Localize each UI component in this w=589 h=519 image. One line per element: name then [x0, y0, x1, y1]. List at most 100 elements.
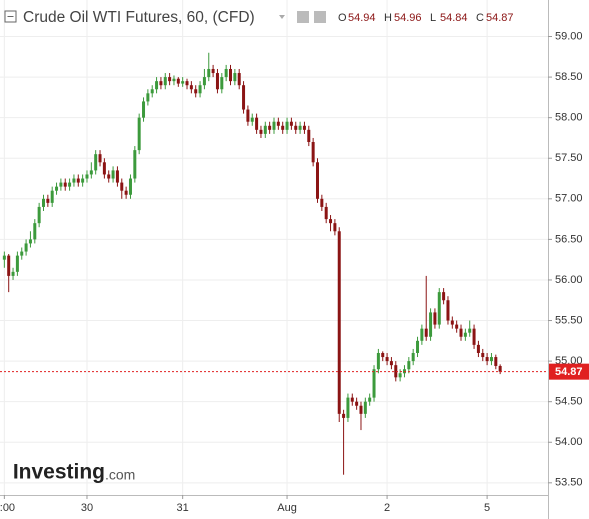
- candle-body: [168, 77, 172, 82]
- candle-body: [181, 81, 185, 84]
- candle-body: [202, 77, 206, 86]
- candle-body: [20, 251, 24, 256]
- settings-icon[interactable]: [314, 11, 326, 23]
- dropdown-icon[interactable]: [279, 15, 285, 19]
- candle-body: [289, 121, 293, 126]
- candle-body: [259, 129, 263, 134]
- candle-body: [372, 369, 376, 398]
- candle-body: [407, 361, 411, 370]
- candle-body: [263, 125, 267, 134]
- candle-body: [468, 328, 472, 333]
- ohlc-value: 54.84: [440, 12, 468, 24]
- candle-body: [424, 328, 428, 337]
- y-tick-label: 53.50: [555, 477, 583, 489]
- candle-body: [28, 239, 32, 244]
- x-tick-label: 30: [81, 502, 93, 514]
- candle-body: [33, 223, 37, 240]
- candle-body: [41, 198, 45, 207]
- y-tick-label: 59.00: [555, 30, 583, 42]
- candle-body: [311, 142, 315, 163]
- candle-body: [159, 81, 163, 86]
- ohlc-value: 54.87: [486, 12, 514, 24]
- y-tick-label: 58.00: [555, 112, 583, 124]
- ohlc-value: 54.96: [394, 12, 422, 24]
- candle-body: [481, 352, 485, 358]
- x-tick-label: 2: [384, 502, 390, 514]
- candle-body: [72, 178, 76, 183]
- candle-body: [120, 182, 124, 191]
- collapse-icon[interactable]: [4, 10, 17, 23]
- candle-body: [2, 255, 6, 260]
- ohlc-key: H: [384, 12, 392, 24]
- candle-body: [68, 182, 72, 187]
- ohlc-value: 54.94: [348, 12, 376, 24]
- x-tick-label: Aug: [277, 502, 297, 514]
- candle-body: [446, 300, 450, 321]
- candle-body: [194, 89, 198, 94]
- chart-title: Crude Oil WTI Futures, 60, (CFD): [23, 9, 255, 26]
- y-tick-label: 58.50: [555, 71, 583, 83]
- candle-body: [98, 154, 102, 163]
- candle-body: [376, 352, 380, 370]
- candle-body: [24, 243, 28, 252]
- candle-body: [429, 312, 433, 337]
- candle-body: [268, 125, 272, 130]
- candle-body: [342, 413, 346, 418]
- candle-body: [59, 182, 63, 187]
- candle-body: [115, 170, 119, 183]
- candle-body: [107, 174, 111, 179]
- candle-body: [37, 206, 41, 224]
- candle-body: [15, 255, 19, 272]
- candle-body: [411, 352, 415, 362]
- candle-body: [102, 162, 106, 175]
- candle-body: [302, 125, 306, 130]
- candle-body: [398, 373, 402, 378]
- x-tick-label: 5: [484, 502, 490, 514]
- candle-body: [7, 255, 11, 276]
- candle-body: [489, 357, 493, 362]
- candle-body: [420, 328, 424, 341]
- candle-body: [250, 117, 254, 122]
- logo: Investing: [13, 461, 105, 484]
- candle-body: [272, 121, 276, 130]
- candle-body: [255, 117, 259, 130]
- candle-body: [211, 68, 215, 74]
- candle-body: [285, 121, 289, 130]
- x-tick-label: 31: [177, 502, 189, 514]
- candle-body: [233, 73, 237, 82]
- candle-body: [355, 401, 359, 406]
- candle-body: [350, 397, 354, 402]
- candle-body: [433, 312, 437, 325]
- candle-body: [329, 219, 333, 224]
- candle-body: [155, 81, 159, 90]
- candle-body: [416, 340, 420, 353]
- ohlc-key: C: [476, 12, 484, 24]
- y-tick-label: 56.00: [555, 274, 583, 286]
- candle-body: [320, 198, 324, 207]
- candle-body: [242, 85, 246, 110]
- candle-body: [307, 129, 311, 143]
- candle-body: [394, 365, 398, 378]
- labels: 53.5054.0054.5055.0055.5056.0056.5057.00…: [0, 12, 589, 514]
- x-tick-label: 6:00: [0, 502, 15, 514]
- candle-body: [276, 121, 280, 126]
- candle-body: [215, 73, 219, 90]
- candle-body: [150, 89, 154, 94]
- candle-body: [498, 365, 502, 372]
- candle-body: [111, 170, 115, 179]
- candle-body: [176, 78, 180, 84]
- last-price-box: [549, 363, 589, 380]
- candle-body: [381, 352, 385, 358]
- candle-body: [324, 206, 328, 220]
- candle-body: [337, 231, 341, 414]
- eye-icon[interactable]: [297, 11, 309, 23]
- candle-body: [163, 77, 167, 86]
- ohlc-key: O: [338, 12, 347, 24]
- candle-body: [237, 73, 241, 86]
- candle-body: [207, 68, 211, 78]
- candle-body: [81, 178, 85, 183]
- candle-body: [50, 190, 54, 203]
- candle-body: [315, 162, 319, 199]
- candle-body: [363, 401, 367, 414]
- candle-body: [389, 361, 393, 366]
